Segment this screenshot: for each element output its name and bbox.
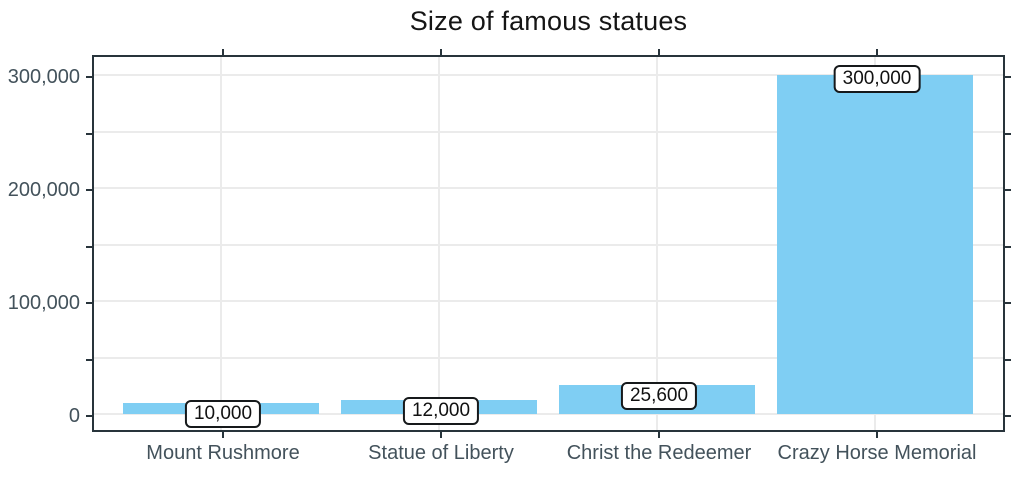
- y-tick-label: 300,000: [7, 66, 80, 88]
- x-axis-tick: [222, 432, 224, 438]
- y-axis-tick: [86, 76, 92, 78]
- h-gridline: [92, 356, 1005, 359]
- x-axis-tick-top: [658, 49, 660, 55]
- y-tick-label: 0: [68, 405, 80, 427]
- h-gridline: [92, 413, 1005, 415]
- x-axis-tick: [440, 432, 442, 438]
- h-gridline: [92, 130, 1005, 133]
- v-gridline: [438, 55, 440, 432]
- x-axis-tick-top: [222, 49, 224, 55]
- plot-area: [92, 55, 1005, 432]
- y-axis-tick: [86, 189, 92, 191]
- y-tick-label: 200,000: [7, 179, 80, 201]
- h-gridline: [92, 187, 1005, 189]
- y-axis-tick: [86, 132, 92, 135]
- x-category-label: Statue of Liberty: [368, 442, 514, 464]
- y-tick-label: 100,000: [7, 292, 80, 314]
- y-axis-tick-right: [1005, 132, 1011, 135]
- h-gridline: [92, 300, 1005, 302]
- h-gridline: [92, 74, 1005, 76]
- y-axis-tick-right: [1005, 415, 1011, 417]
- bar-crazy-horse-memorial: [777, 75, 973, 414]
- y-axis-tick-right: [1005, 245, 1011, 248]
- value-label: 25,600: [620, 382, 698, 411]
- value-label: 300,000: [833, 65, 921, 93]
- y-axis-tick-right: [1005, 189, 1011, 191]
- y-axis-tick-right: [1005, 76, 1011, 78]
- x-axis-tick-top: [440, 49, 442, 55]
- y-axis-tick: [86, 358, 92, 361]
- y-axis-tick-right: [1005, 302, 1011, 304]
- y-axis-tick-right: [1005, 358, 1011, 361]
- v-gridline: [656, 55, 658, 432]
- x-category-label: Mount Rushmore: [146, 442, 300, 464]
- x-category-label: Christ the Redeemer: [566, 442, 752, 464]
- chart-title: Size of famous statues: [409, 6, 688, 36]
- x-axis-tick-top: [876, 49, 878, 55]
- x-axis-tick: [658, 432, 660, 438]
- y-axis-tick: [86, 415, 92, 417]
- y-axis-tick: [86, 302, 92, 304]
- x-axis-tick: [876, 432, 878, 438]
- x-category-label: Crazy Horse Memorial: [777, 442, 977, 464]
- value-label: 12,000: [402, 397, 480, 426]
- v-gridline: [220, 55, 222, 432]
- h-gridline: [92, 243, 1005, 246]
- y-axis-tick: [86, 245, 92, 248]
- value-label: 10,000: [184, 399, 262, 428]
